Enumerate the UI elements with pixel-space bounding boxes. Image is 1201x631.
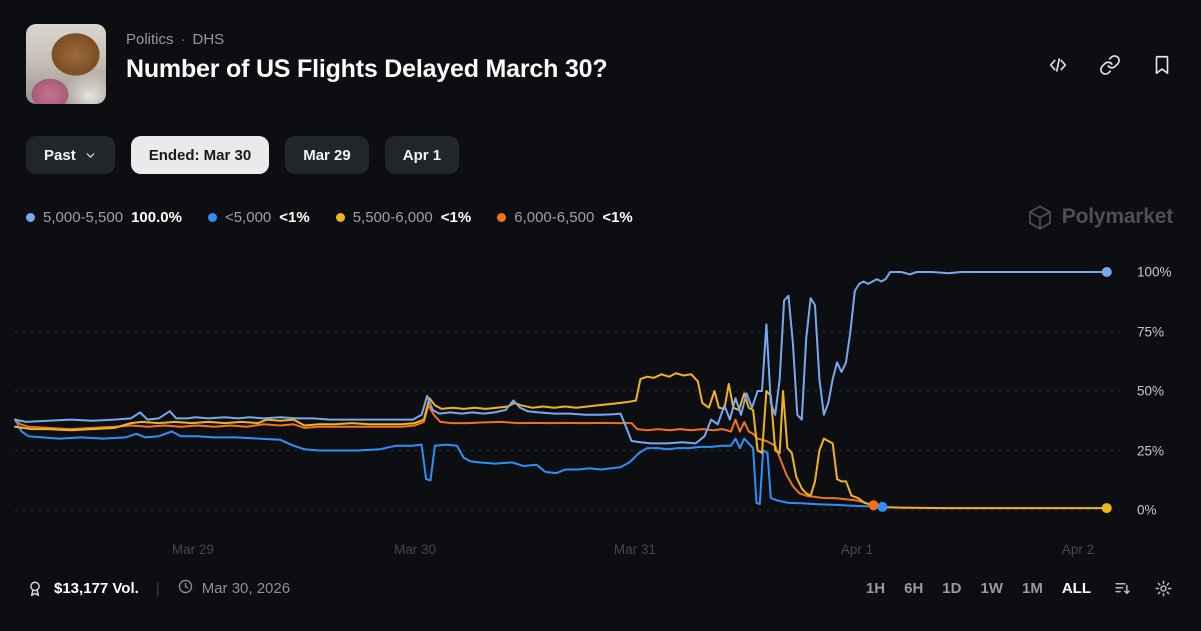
legend-dot xyxy=(26,212,35,222)
polymarket-logo-icon xyxy=(1027,204,1053,230)
x-tick: Mar 31 xyxy=(613,542,656,557)
market-header: Politics · DHS Number of US Flights Dela… xyxy=(26,24,1173,104)
clock-icon xyxy=(177,578,194,599)
x-tick: Apr 2 xyxy=(1061,542,1095,557)
legend-value: <1% xyxy=(602,208,633,226)
filter-row: Past Ended: Mar 30 Mar 29 Apr 1 xyxy=(26,136,1173,174)
filter-tab-apr1[interactable]: Apr 1 xyxy=(384,136,460,174)
legend-item[interactable]: 5,500-6,000 <1% xyxy=(335,208,472,226)
chart-footer: $13,177 Vol. | Mar 30, 2026 1H 6H 1D 1W … xyxy=(26,578,1173,599)
end-date-label: Mar 30, 2026 xyxy=(201,580,291,597)
x-tick: Apr 1 xyxy=(840,542,874,557)
legend-dot xyxy=(335,212,345,222)
range-1w[interactable]: 1W xyxy=(980,580,1003,597)
page-title: Number of US Flights Delayed March 30? xyxy=(126,55,608,83)
y-tick: 75% xyxy=(1137,324,1165,339)
chart-canvas[interactable] xyxy=(14,256,1120,528)
legend-label: 5,500-6,000 xyxy=(352,208,433,226)
y-tick: 0% xyxy=(1137,502,1157,518)
polymarket-watermark: Polymarket xyxy=(1027,204,1173,230)
x-tick: Mar 29 xyxy=(171,542,214,557)
range-all[interactable]: ALL xyxy=(1061,580,1091,597)
legend-item[interactable]: 6,000-6,500 <1% xyxy=(497,209,633,226)
legend-row: 5,000-5,500 100.0% <5,000 <1% 5,500-6,00… xyxy=(26,204,1173,230)
breadcrumb-subcategory[interactable]: DHS xyxy=(192,31,225,48)
bookmark-icon[interactable] xyxy=(1151,54,1173,76)
footer-divider: | xyxy=(155,580,160,597)
breadcrumb: Politics · DHS xyxy=(126,31,1027,48)
legend-label: 5,000-5,500 xyxy=(43,208,124,226)
watermark-text: Polymarket xyxy=(1061,205,1173,228)
range-1d[interactable]: 1D xyxy=(942,580,962,597)
sort-descending-icon[interactable] xyxy=(1113,579,1132,598)
legend-dot xyxy=(497,212,507,222)
legend-value: <1% xyxy=(279,208,310,226)
legend-value: 100.0% xyxy=(131,208,182,226)
market-image xyxy=(26,24,106,104)
legend-label: 6,000-6,500 xyxy=(514,208,595,226)
range-1m[interactable]: 1M xyxy=(1021,580,1043,597)
legend-value: <1% xyxy=(440,208,472,226)
volume-label: $13,177 Vol. xyxy=(54,580,139,597)
legend-label: <5,000 xyxy=(224,208,272,226)
chevron-down-icon xyxy=(84,149,97,162)
legend-item[interactable]: <5,000 <1% xyxy=(207,208,310,226)
x-axis: Mar 29 Mar 30 Mar 31 Apr 1 Apr 2 xyxy=(15,542,1120,562)
award-icon xyxy=(26,580,44,598)
y-tick: 50% xyxy=(1137,383,1165,399)
breadcrumb-separator: · xyxy=(180,31,186,48)
y-tick: 100% xyxy=(1137,264,1172,280)
y-tick: 25% xyxy=(1137,443,1165,458)
range-6h[interactable]: 6H xyxy=(904,580,924,597)
filter-tab-ended[interactable]: Ended: Mar 30 xyxy=(130,136,270,174)
legend-dot xyxy=(207,212,217,222)
breadcrumb-category[interactable]: Politics xyxy=(126,31,174,48)
header-actions xyxy=(1047,24,1173,76)
link-icon[interactable] xyxy=(1099,54,1121,76)
range-1h[interactable]: 1H xyxy=(865,580,886,597)
embed-code-icon[interactable] xyxy=(1047,54,1069,76)
price-chart[interactable]: 100% 75% 50% 25% 0% xyxy=(14,256,1172,528)
past-dropdown[interactable]: Past xyxy=(26,136,115,174)
filter-tab-mar29[interactable]: Mar 29 xyxy=(285,136,369,174)
gear-icon[interactable] xyxy=(1154,579,1173,598)
x-tick: Mar 30 xyxy=(393,542,437,557)
legend-item[interactable]: 5,000-5,500 100.0% xyxy=(26,209,182,226)
